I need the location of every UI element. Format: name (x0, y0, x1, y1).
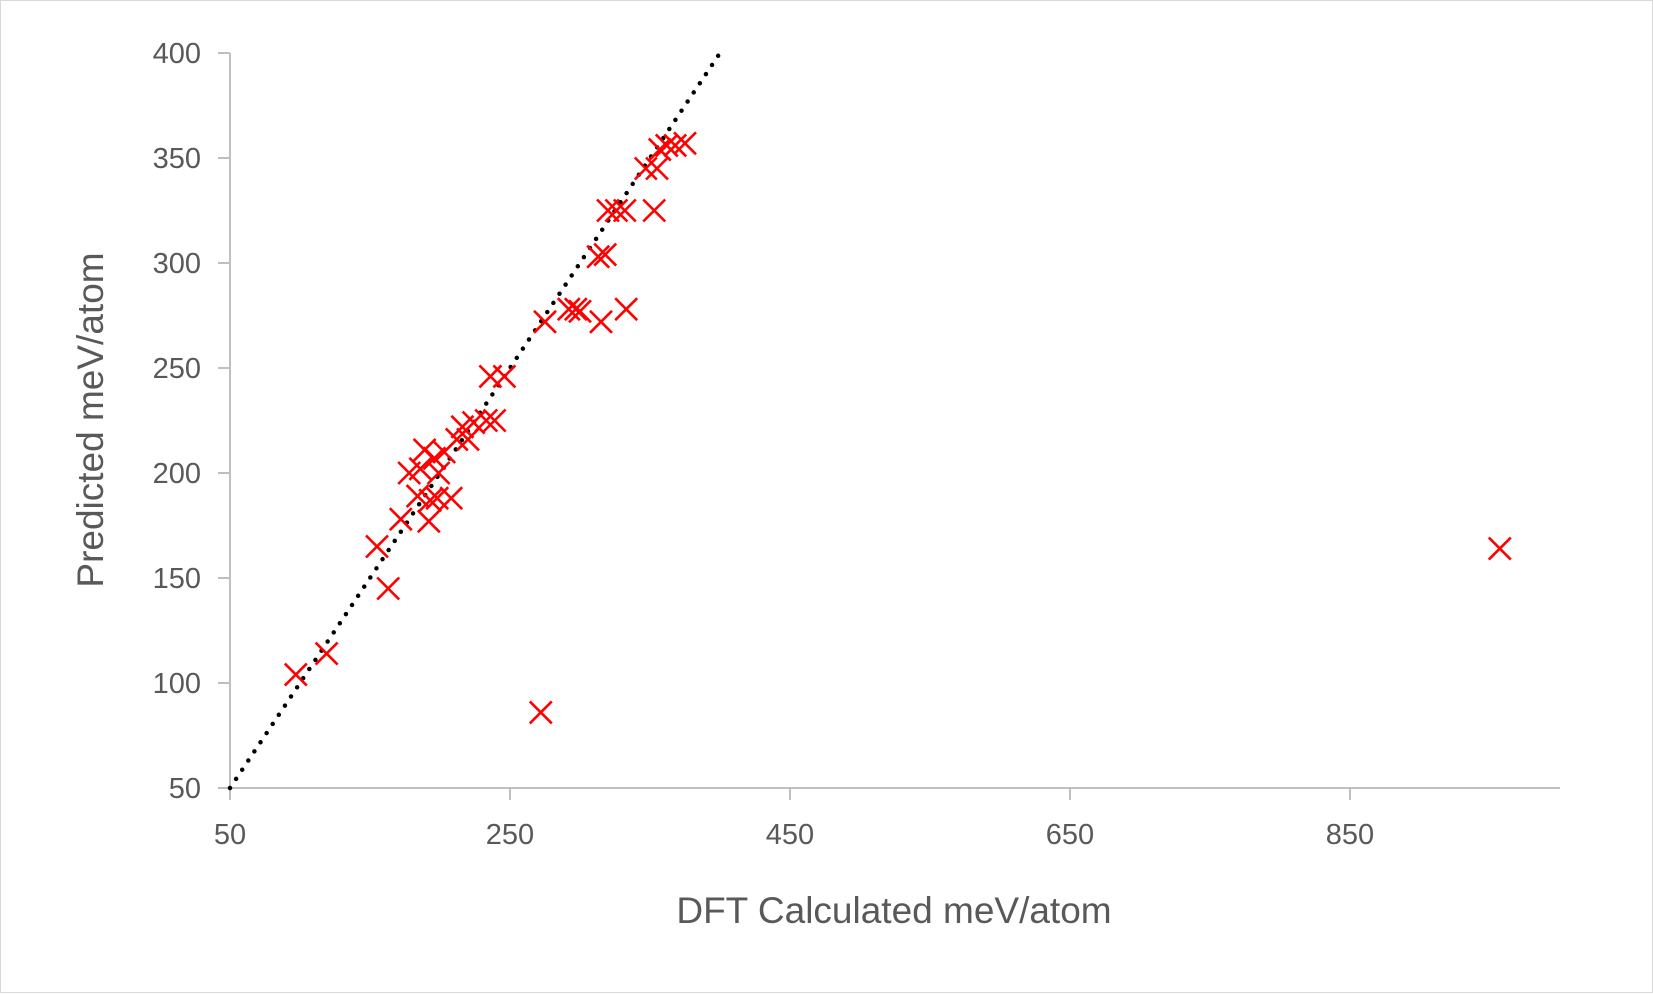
data-point (365, 534, 389, 559)
y-tick-label: 350 (153, 143, 201, 175)
data-point (586, 244, 611, 269)
data-point (663, 133, 688, 158)
data-point (642, 198, 667, 223)
data-point (314, 641, 339, 666)
axes (218, 52, 1560, 800)
y-tick-label: 400 (153, 38, 201, 70)
data-point (612, 198, 637, 223)
data-point (563, 297, 588, 322)
data-point (596, 198, 620, 223)
x-tick-label: 250 (486, 819, 534, 851)
data-point (283, 662, 308, 687)
x-tick-label: 50 (214, 819, 246, 851)
y-axis-title: Predicted meV/atom (70, 252, 111, 587)
y-tick-label: 100 (153, 668, 201, 700)
data-point (376, 576, 401, 601)
data-point (492, 364, 517, 389)
data-point (474, 408, 499, 433)
data-point (416, 509, 441, 534)
y-tick-label: 150 (153, 563, 201, 595)
data-point (1487, 536, 1512, 561)
data-point (593, 242, 618, 267)
data-point (633, 156, 658, 181)
data-point (426, 461, 451, 485)
data-point (568, 299, 592, 324)
x-tick-label: 450 (766, 819, 814, 851)
x-tick-label: 650 (1046, 819, 1094, 851)
y-tick-label: 200 (153, 458, 201, 490)
data-point (673, 131, 697, 156)
x-axis-title: DFT Calculated meV/atom (676, 890, 1111, 931)
y-tick-label: 300 (153, 248, 201, 280)
x-tick-label: 850 (1326, 819, 1374, 851)
data-point (408, 456, 433, 481)
data-point (405, 484, 430, 509)
y-tick-label: 250 (153, 353, 201, 385)
data-point (456, 427, 480, 452)
data-point (604, 198, 629, 223)
data-point (589, 309, 613, 334)
data-point (647, 137, 672, 162)
data-point (439, 486, 464, 511)
data-point (614, 297, 639, 322)
data-point (482, 408, 507, 433)
data-point (388, 507, 413, 532)
tick-labels: 50 100 150 200 250 300 350 400 50 250 450 650 850 (153, 38, 1375, 851)
points-layer (283, 131, 1512, 725)
data-point (533, 309, 557, 334)
data-point (528, 700, 553, 725)
y-tick-label: 50 (169, 773, 201, 805)
data-point (418, 488, 443, 513)
